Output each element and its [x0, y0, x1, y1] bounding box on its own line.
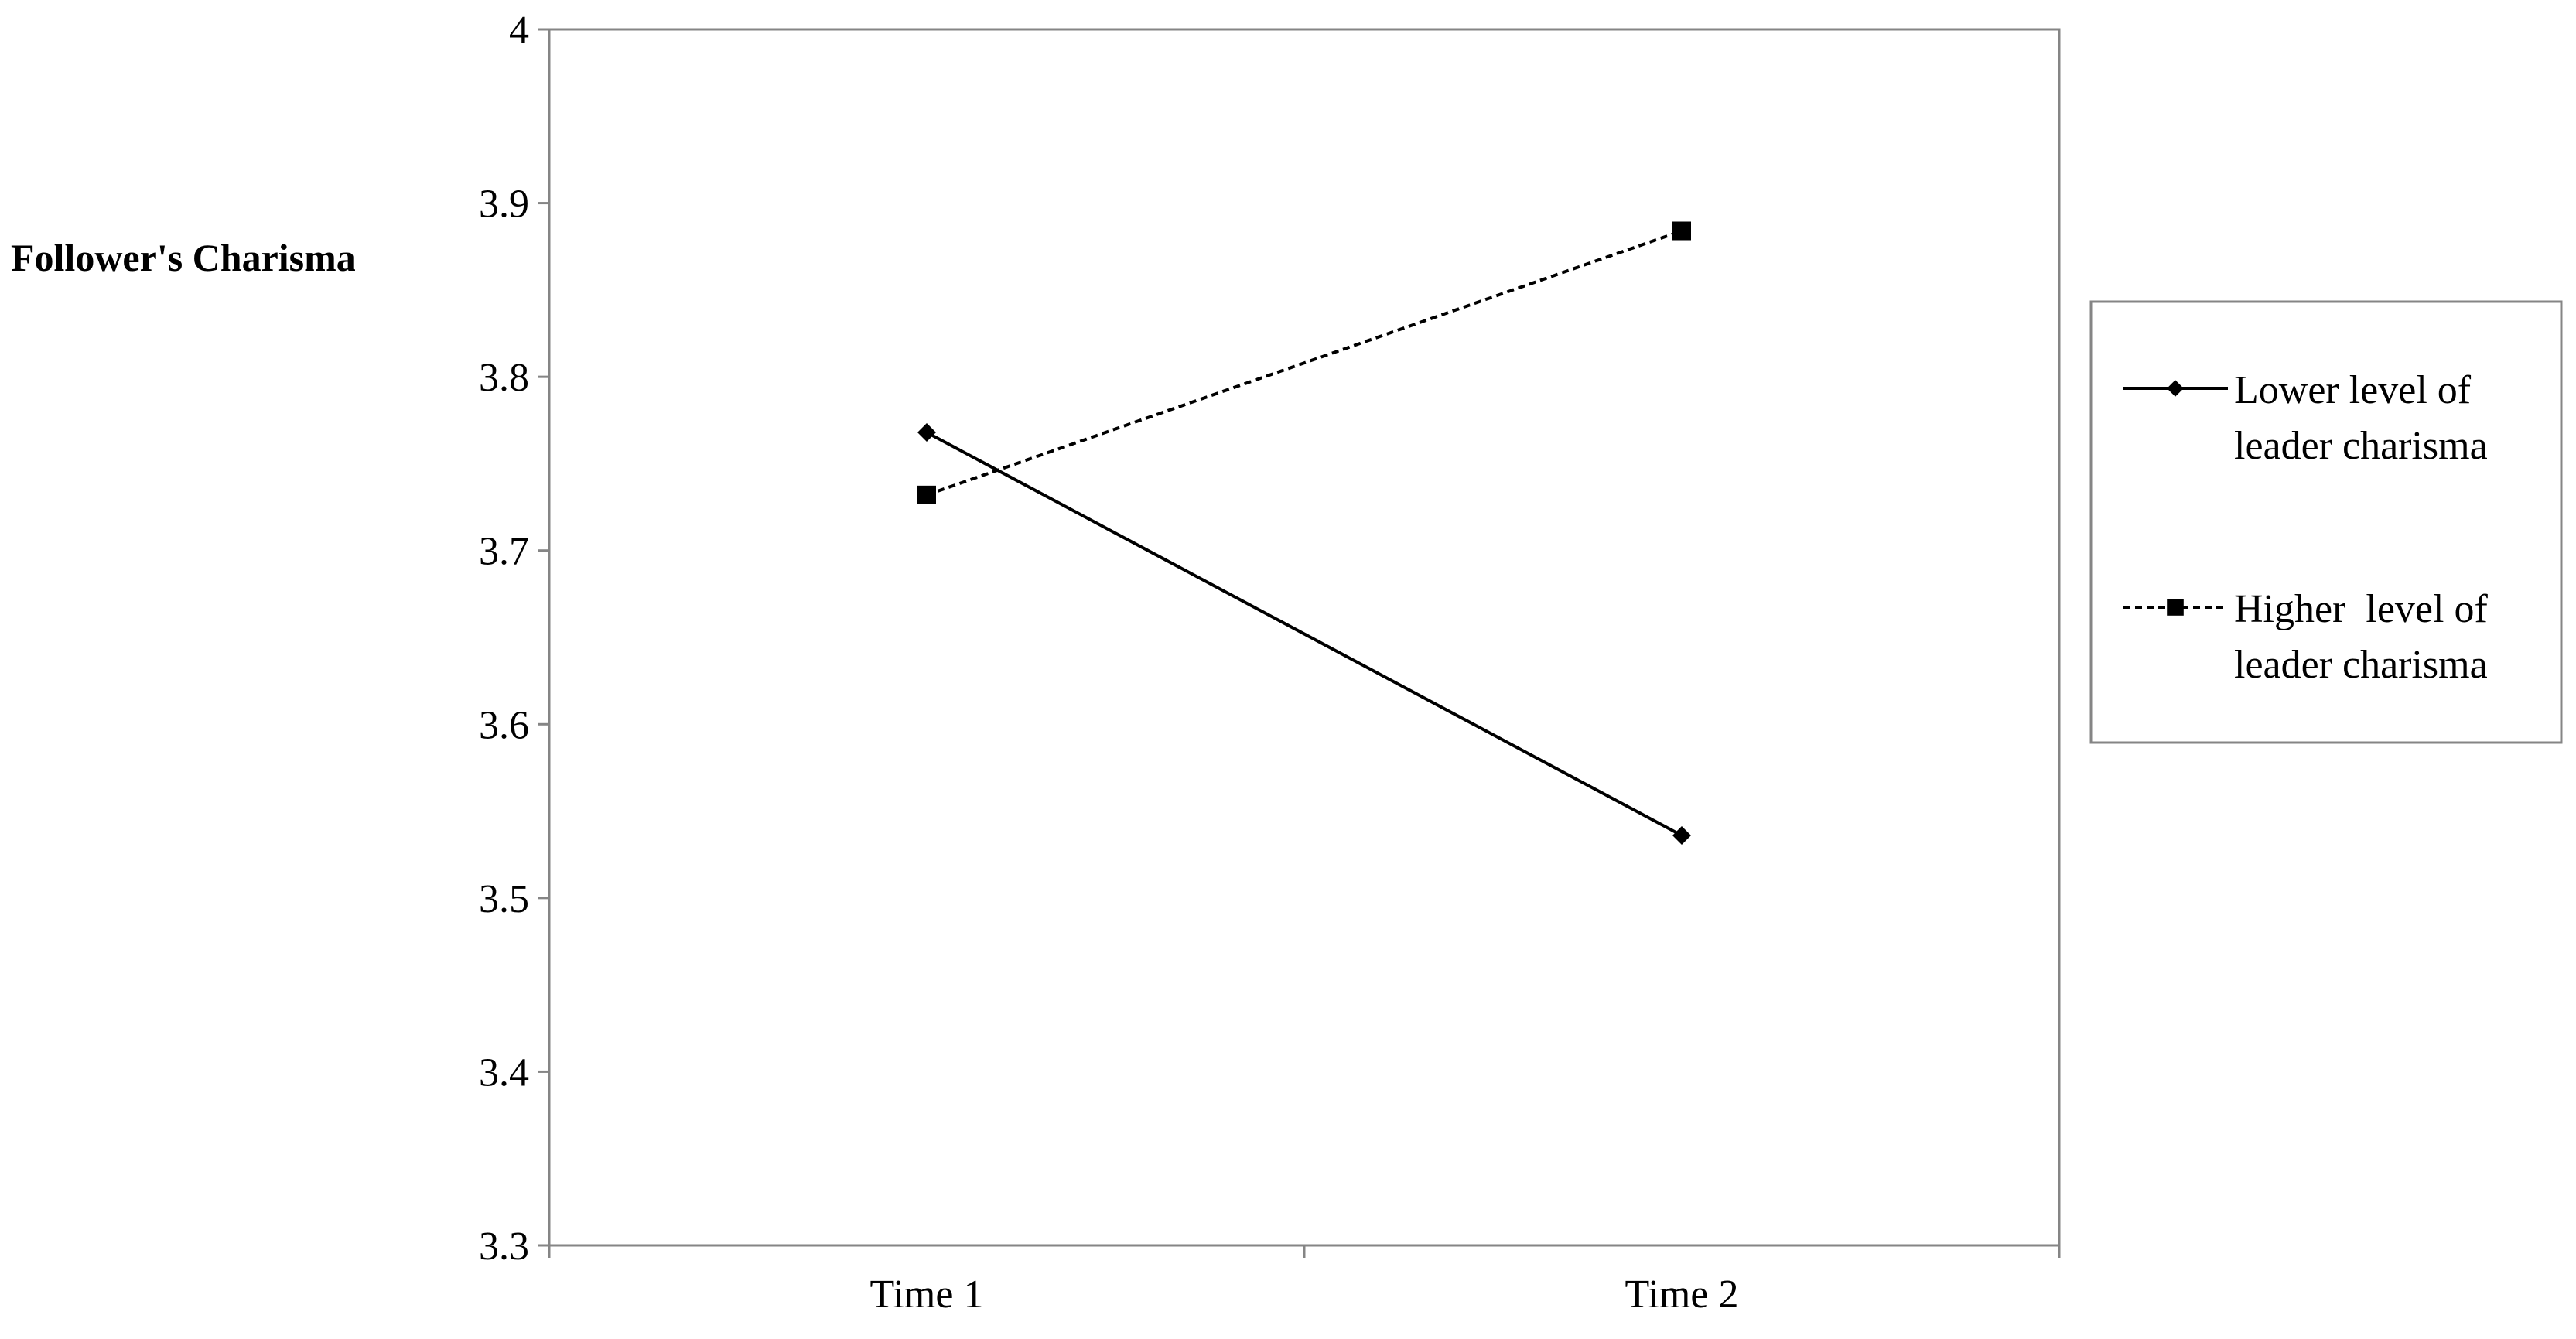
x-tick-label: Time 1: [870, 1272, 984, 1317]
data-point-0-1: [1672, 826, 1691, 845]
series-lines: [926, 229, 1683, 837]
legend-swatch-marker-1: [2167, 599, 2184, 616]
legend-label: leader charisma: [2234, 643, 2488, 687]
legend-label: Lower level of: [2234, 368, 2472, 412]
y-axis-title: Follower's Charisma: [11, 236, 356, 279]
y-axis: 3.3 3.4 3.5 3.6 3.7 3.8 3.9 4: [479, 9, 549, 1269]
series-line-0: [926, 431, 1683, 837]
legend-label: Higher level of: [2234, 587, 2488, 631]
y-tick-label: 3.8: [479, 356, 529, 400]
legend-frame: [2089, 300, 2563, 744]
y-tick-label: 3.9: [479, 183, 529, 227]
legend-label: leader charisma: [2234, 424, 2488, 468]
plot-area-frame: [548, 28, 2061, 1247]
data-point-0-0: [917, 423, 936, 442]
data-point-1-0: [917, 485, 936, 504]
series-line-1: [926, 229, 1683, 497]
legend: Lower level of leader charisma Higher leve…: [2089, 300, 2563, 744]
x-axis: Time 1 Time 2: [548, 1245, 2061, 1317]
y-tick-label: 3.6: [479, 703, 529, 747]
y-tick-label: 3.5: [479, 877, 529, 921]
y-tick-label: 3.3: [479, 1225, 529, 1269]
y-tick-label: 3.4: [479, 1050, 529, 1095]
data-point-1-1: [1672, 221, 1691, 241]
y-tick-label: 3.7: [479, 530, 529, 574]
series-markers: [917, 221, 1691, 845]
x-tick-label: Time 2: [1625, 1272, 1739, 1317]
legend-swatch-marker-0: [2167, 380, 2184, 397]
y-tick-label: 4: [509, 9, 529, 53]
